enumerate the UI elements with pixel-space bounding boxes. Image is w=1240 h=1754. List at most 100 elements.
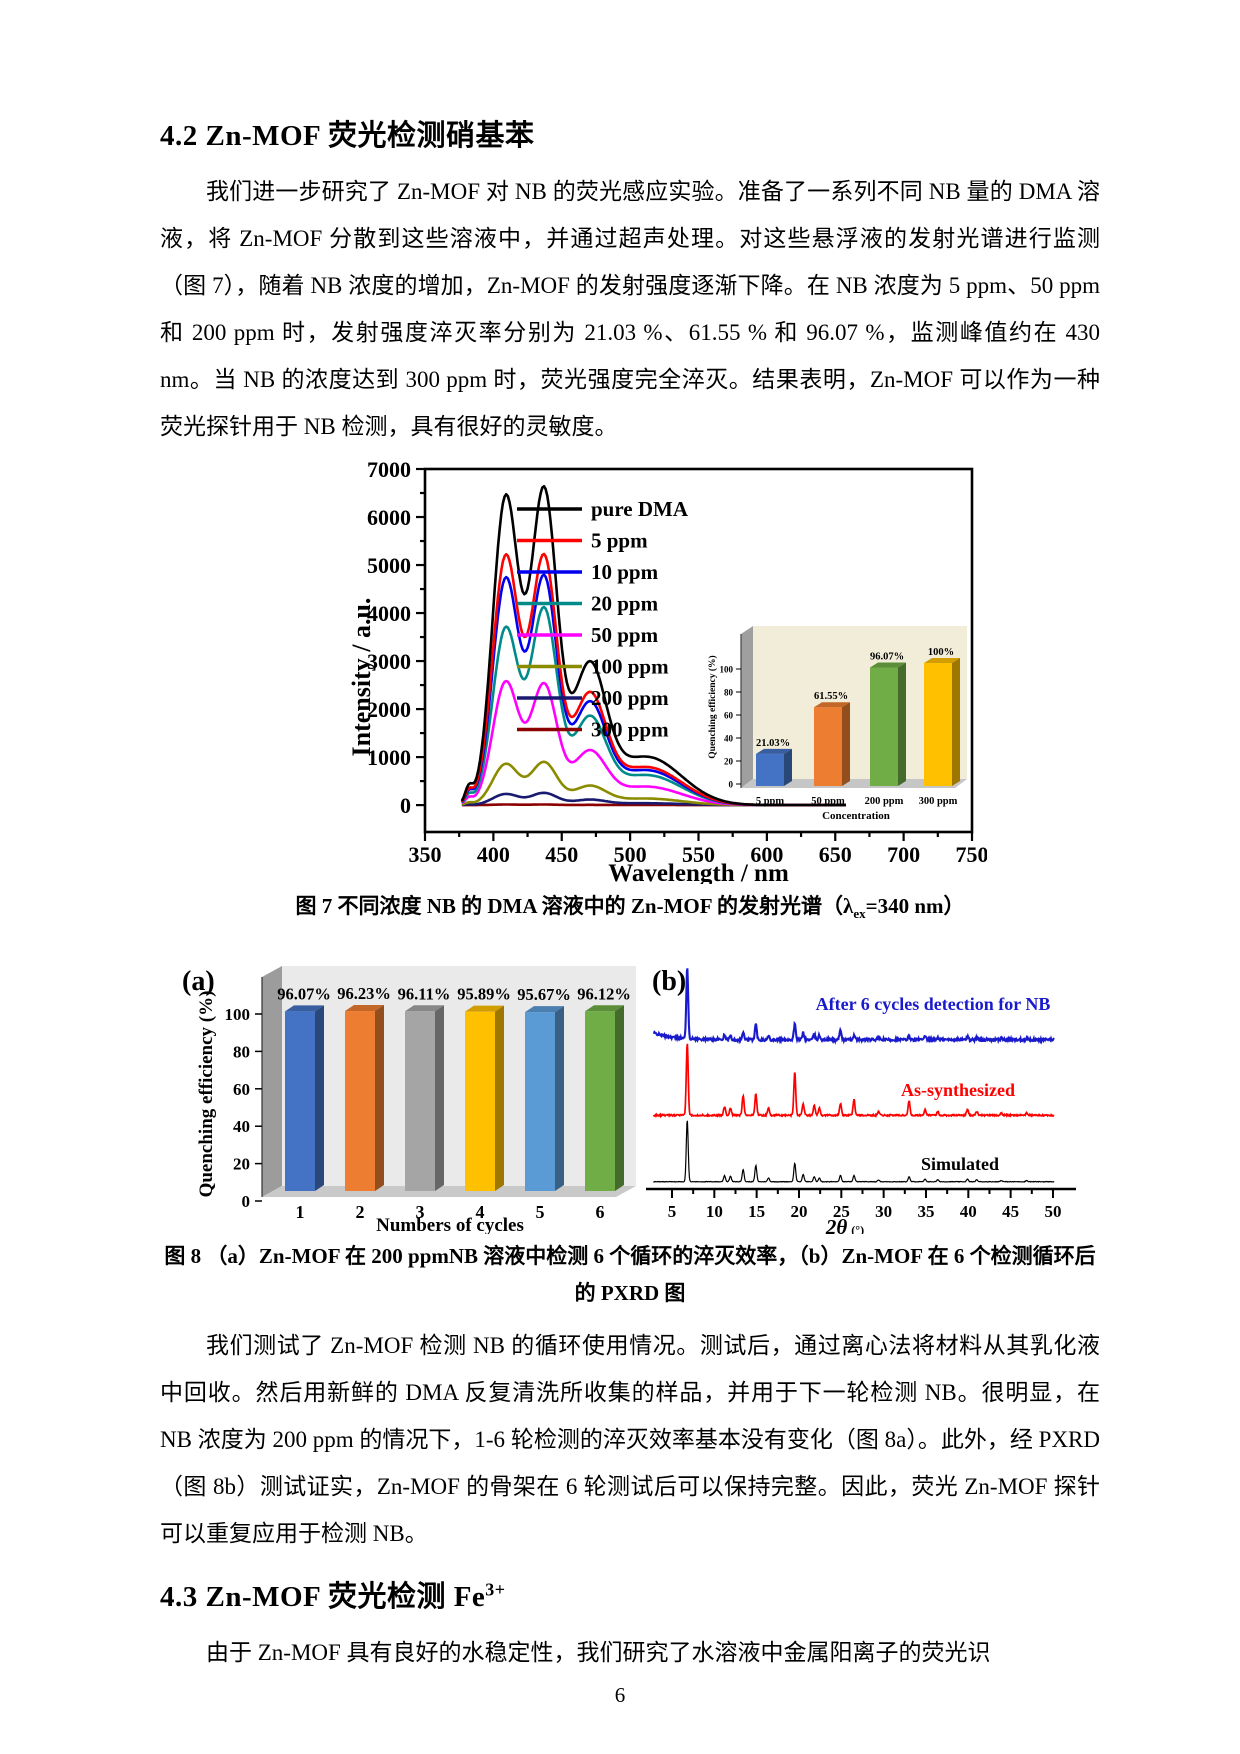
figure-7-caption-text: 图 7 不同浓度 NB 的 DMA 溶液中的 Zn-MOF 的发射光谱（λ xyxy=(295,894,854,918)
svg-text:2000: 2000 xyxy=(367,697,411,722)
section-4-2-heading: 4.2 Zn-MOF 荧光检测硝基苯 xyxy=(160,120,535,152)
fig7-inset-bar-0 xyxy=(756,753,784,786)
svg-text:700: 700 xyxy=(887,842,920,867)
svg-text:60: 60 xyxy=(233,1080,250,1099)
fig7-inset-y-label: Quenching efficiency (%) xyxy=(707,655,718,758)
figure-8-caption: 图 8 （a）Zn-MOF 在 200 ppmNB 溶液中检测 6 个循环的淬灭… xyxy=(164,1244,1096,1306)
fig7-inset-category-0: 5 ppm xyxy=(756,796,785,807)
fig7-legend-label-2: 10 ppm xyxy=(591,560,659,584)
section-4-3-heading-superscript: 3+ xyxy=(485,1579,506,1600)
fig7-inset-bar-value-1: 61.55% xyxy=(814,691,848,702)
fig8a-bar-0 xyxy=(285,1011,315,1192)
figure-7-caption-end: =340 nm） xyxy=(865,894,965,918)
fig8b-trace-label-0: After 6 cycles detection for NB xyxy=(816,994,1051,1014)
fig8a-bar-value-2: 96.11% xyxy=(398,984,451,1003)
svg-text:650: 650 xyxy=(819,842,852,867)
fig7-inset-category-1: 50 ppm xyxy=(811,796,845,807)
fig7-inset-bar-1 xyxy=(814,707,842,786)
fig7-legend: pure DMA 5 ppm 10 ppm 20 ppm 50 ppm 100 ppm 20… xyxy=(517,497,689,742)
svg-text:35: 35 xyxy=(917,1202,934,1221)
svg-text:40: 40 xyxy=(233,1117,250,1136)
fig8a-category-5: 6 xyxy=(596,1202,605,1222)
fig7-legend-label-0: pure DMA xyxy=(591,497,689,521)
fig7-inset-category-2: 200 ppm xyxy=(865,796,904,807)
fig7-legend-label-7: 300 ppm xyxy=(591,718,669,742)
svg-text:0: 0 xyxy=(729,780,734,790)
fig8b-x-label: 2θ (°) xyxy=(825,1215,864,1234)
svg-text:25: 25 xyxy=(833,1202,850,1221)
svg-text:15: 15 xyxy=(748,1202,765,1221)
figure-8: (a) 0 20 40 60 80 100 Quenching efficiency (%) 9… xyxy=(160,934,1100,1312)
figure-7-caption: 图 7 不同浓度 NB 的 DMA 溶液中的 Zn-MOF 的发射光谱（λex=… xyxy=(160,888,1100,932)
fig7-inset-bar-value-3: 100% xyxy=(928,647,954,658)
svg-text:100: 100 xyxy=(225,1005,251,1024)
svg-text:40: 40 xyxy=(724,734,734,744)
svg-text:400: 400 xyxy=(477,842,510,867)
fig7-inset-bar-value-2: 96.07% xyxy=(870,652,904,663)
fig8a-category-0: 1 xyxy=(296,1202,305,1222)
fig8-panel-a: (a) 0 20 40 60 80 100 Quenching efficiency (%) 9… xyxy=(182,966,636,1234)
section-4-3-paragraph-1: 由于 Zn-MOF 具有良好的水稳定性，我们研究了水溶液中金属阳离子的荧光识 xyxy=(206,1640,991,1666)
svg-text:350: 350 xyxy=(409,842,442,867)
svg-text:600: 600 xyxy=(750,842,783,867)
fig7-series-pure-DMA xyxy=(460,484,846,807)
fig8b-trace-Simulated xyxy=(653,1120,1055,1183)
fig8-panel-a-label: (a) xyxy=(182,966,215,997)
svg-text:450: 450 xyxy=(545,842,578,867)
fig8a-category-2: 3 xyxy=(416,1202,425,1222)
section-4-2-paragraph-1: 我们进一步研究了 Zn-MOF 对 NB 的荧光感应实验。准备了一系列不同 NB… xyxy=(160,179,1100,439)
fig8a-category-3: 4 xyxy=(476,1202,485,1222)
fig8-panel-b: (b) 5 10 15 20 25 30 35 40 45 50 2θ (°) After 6 cycle… xyxy=(646,966,1076,1234)
svg-text:40: 40 xyxy=(960,1202,977,1221)
fig7-inset-bar-value-0: 21.03% xyxy=(756,738,790,749)
fig8a-bar-4 xyxy=(525,1012,555,1192)
svg-text:500: 500 xyxy=(614,842,647,867)
fig8a-category-1: 2 xyxy=(356,1202,365,1222)
fig8a-bar-value-4: 95.67% xyxy=(517,985,571,1004)
svg-text:7000: 7000 xyxy=(367,457,411,482)
svg-text:30: 30 xyxy=(875,1202,892,1221)
fig7-legend-label-5: 100 ppm xyxy=(591,655,669,679)
svg-text:80: 80 xyxy=(724,688,734,698)
svg-text:20: 20 xyxy=(790,1202,807,1221)
svg-text:100: 100 xyxy=(720,665,734,675)
section-4-2-paragraph-2: 我们测试了 Zn-MOF 检测 NB 的循环使用情况。测试后，通过离心法将材料从… xyxy=(160,1333,1100,1547)
fig8b-trace-label-1: As-synthesized xyxy=(901,1080,1015,1100)
fig8b-trace-As-synthesized xyxy=(652,1043,1055,1119)
figure-7-caption-subscript: ex xyxy=(853,906,866,922)
fig7-inset-x-label: Concentration xyxy=(822,810,890,822)
fig8b-trace-After-6-cycles-detection-for-NB xyxy=(652,968,1055,1046)
svg-text:5: 5 xyxy=(668,1202,677,1221)
page-number: 6 xyxy=(614,1683,626,1707)
svg-text:60: 60 xyxy=(724,711,734,721)
svg-text:5000: 5000 xyxy=(367,553,411,578)
svg-text:0: 0 xyxy=(242,1192,251,1211)
fig8a-bar-value-0: 96.07% xyxy=(277,985,331,1004)
fig7-legend-label-1: 5 ppm xyxy=(591,529,648,553)
fig8b-trace-label-2: Simulated xyxy=(921,1154,999,1174)
fig8a-bar-5 xyxy=(585,1011,615,1192)
fig7-y-axis-label: Intensity / a.u. xyxy=(347,598,376,757)
fig7-legend-label-4: 50 ppm xyxy=(591,623,659,647)
svg-text:1000: 1000 xyxy=(367,745,411,770)
svg-text:6000: 6000 xyxy=(367,505,411,530)
fig8a-bar-1 xyxy=(345,1011,375,1192)
svg-text:20: 20 xyxy=(233,1155,250,1174)
svg-text:550: 550 xyxy=(682,842,715,867)
fig8a-bar-value-3: 95.89% xyxy=(457,985,511,1004)
svg-text:20: 20 xyxy=(724,757,734,767)
fig8a-category-4: 5 xyxy=(536,1202,545,1222)
section-4-3-heading: 4.3 Zn-MOF 荧光检测 Fe3+ xyxy=(160,1573,1100,1615)
svg-text:10: 10 xyxy=(706,1202,723,1221)
fig8a-bar-value-1: 96.23% xyxy=(337,984,391,1003)
svg-text:3000: 3000 xyxy=(367,649,411,674)
svg-text:80: 80 xyxy=(233,1043,250,1062)
fig8a-bar-2 xyxy=(405,1011,435,1192)
svg-text:0: 0 xyxy=(400,793,411,818)
svg-text:750: 750 xyxy=(956,842,988,867)
fig7-inset-bar-3 xyxy=(924,663,952,786)
svg-text:50: 50 xyxy=(1044,1202,1061,1221)
